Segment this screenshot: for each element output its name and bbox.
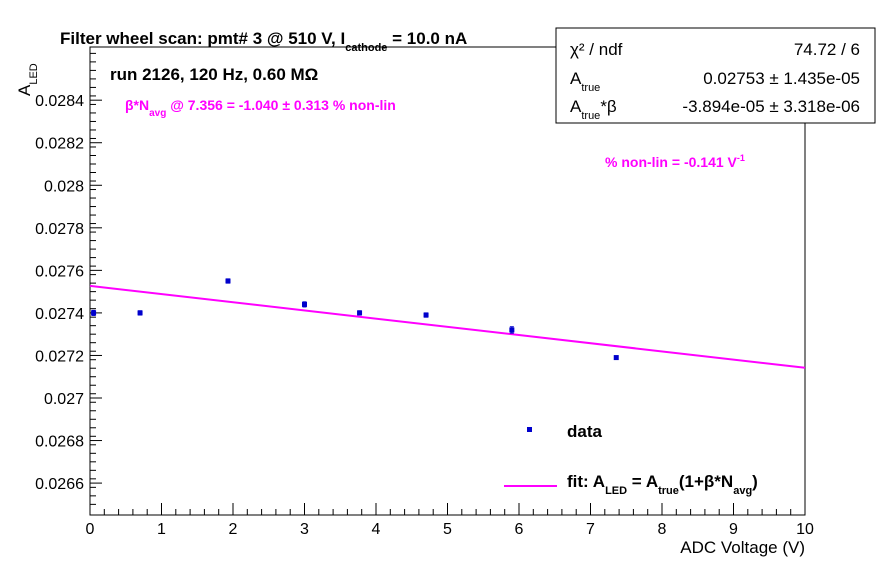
data-marker <box>613 355 619 361</box>
stats-atrue-value: 0.02753 ± 1.435e-05 <box>703 69 860 88</box>
data-marker <box>357 310 363 316</box>
legend-fit-label: fit: ALED = Atrue(1+β*Navg) <box>567 472 758 497</box>
data-point <box>509 326 515 334</box>
x-tick-label: 6 <box>515 521 524 538</box>
data-point <box>357 310 363 316</box>
data-point <box>225 278 231 284</box>
fit-series <box>89 284 806 369</box>
data-series <box>91 278 619 361</box>
y-tick-label: 0.0266 <box>35 476 84 493</box>
beta-annotation: β*Navg @ 7.356 = -1.040 ± 0.313 % non-li… <box>125 97 396 119</box>
data-marker <box>509 327 515 333</box>
y-tick-label: 0.0284 <box>35 93 84 110</box>
x-tick-label: 10 <box>796 521 814 538</box>
stats-atrue-beta-label: Atrue*β <box>570 97 617 122</box>
chart-title: Filter wheel scan: pmt# 3 @ 510 V, Icath… <box>60 29 467 54</box>
run-label: run 2126, 120 Hz, 0.60 MΩ <box>110 65 318 84</box>
x-axis-label: ADC Voltage (V) <box>680 538 805 557</box>
data-point <box>423 312 429 318</box>
x-tick-label: 3 <box>300 521 309 538</box>
data-marker <box>91 310 97 316</box>
x-tick-label: 1 <box>157 521 166 538</box>
x-tick-label: 0 <box>86 521 95 538</box>
y-tick-label: 0.027 <box>44 391 84 408</box>
x-tick-label: 4 <box>372 521 381 538</box>
stats-chi2-value: 74.72 / 6 <box>794 40 860 59</box>
legend-data-label: data <box>567 422 603 441</box>
x-axis-ticks: 0 1 2 3 4 5 6 7 8 9 10 <box>86 503 814 538</box>
y-axis-ticks: 0.0266 0.0268 0.027 0.0272 0.0274 0.0276 0.027… <box>35 52 102 505</box>
data-marker <box>137 310 143 316</box>
legend: data fit: ALED = Atrue(1+β*Navg) <box>504 422 758 497</box>
x-tick-label: 8 <box>658 521 667 538</box>
data-point <box>613 355 619 361</box>
x-tick-label: 9 <box>729 521 738 538</box>
data-marker <box>225 278 231 284</box>
y-tick-label: 0.0268 <box>35 434 84 451</box>
x-tick-label: 5 <box>443 521 452 538</box>
fit-line <box>89 284 806 369</box>
x-tick-label: 7 <box>586 521 595 538</box>
y-axis-label: ALED <box>15 63 40 96</box>
data-point <box>302 301 307 308</box>
nonlin-annotation: % non-lin = -0.141 V-1 <box>605 153 745 170</box>
x-tick-label: 2 <box>229 521 238 538</box>
stats-box: χ² / ndf 74.72 / 6 Atrue 0.02753 ± 1.435… <box>555 27 876 124</box>
data-point <box>91 309 97 316</box>
y-tick-label: 0.0282 <box>35 136 84 153</box>
y-tick-label: 0.0272 <box>35 348 84 365</box>
data-marker <box>423 312 429 318</box>
data-marker <box>302 301 307 307</box>
y-tick-label: 0.0276 <box>35 263 84 280</box>
y-tick-label: 0.0274 <box>35 306 84 323</box>
stats-atrue-beta-value: -3.894e-05 ± 3.318e-06 <box>682 97 860 116</box>
stats-chi2-label: χ² / ndf <box>570 40 623 59</box>
legend-data-marker <box>527 427 532 432</box>
y-tick-label: 0.028 <box>44 178 84 195</box>
data-point <box>137 310 143 316</box>
y-tick-label: 0.0278 <box>35 221 84 238</box>
stats-atrue-label: Atrue <box>570 69 600 94</box>
